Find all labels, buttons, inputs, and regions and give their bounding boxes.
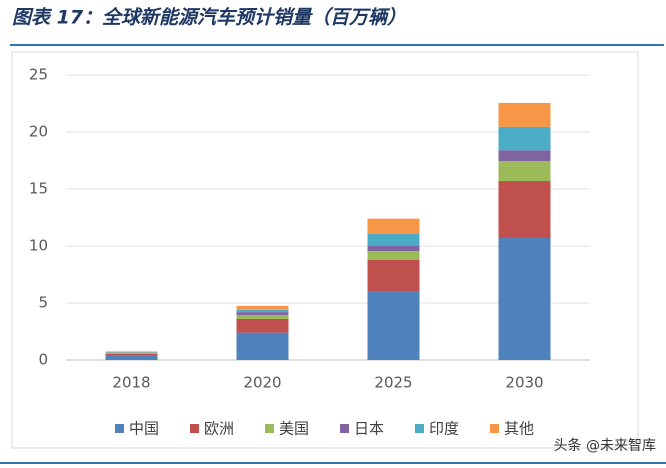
legend-swatch xyxy=(415,424,424,433)
legend-swatch xyxy=(115,424,124,433)
bar-segment xyxy=(498,102,551,127)
bar-segment xyxy=(367,218,420,235)
y-tick-label: 15 xyxy=(29,180,48,198)
legend-label: 其他 xyxy=(504,420,534,438)
x-tick-label: 2025 xyxy=(374,374,412,392)
legend-swatch xyxy=(190,424,199,433)
bar-segment xyxy=(498,161,551,182)
bar-segment xyxy=(498,126,551,151)
bar-segment xyxy=(236,309,289,313)
legend-swatch xyxy=(490,424,499,433)
chart-title: 图表 17：全球新能源汽车预计销量（百万辆） xyxy=(12,7,406,29)
x-tick-label: 2030 xyxy=(505,374,543,392)
legend-label: 日本 xyxy=(354,420,384,438)
bar-segment xyxy=(105,351,158,353)
legend-label: 中国 xyxy=(129,420,159,438)
x-tick-label: 2020 xyxy=(243,374,281,392)
y-tick-label: 20 xyxy=(29,123,48,141)
watermark: 头条 @未来智库 xyxy=(554,437,656,454)
bar-segment xyxy=(367,291,420,360)
bar-segment xyxy=(105,355,158,360)
y-tick-label: 0 xyxy=(38,351,48,369)
chart-frame xyxy=(11,51,639,449)
bar-segment xyxy=(236,332,289,360)
bar-segment xyxy=(498,238,551,360)
legend-swatch xyxy=(265,424,274,433)
bar-segment xyxy=(236,312,289,315)
legend-swatch xyxy=(340,424,349,433)
bar-segment xyxy=(498,150,551,162)
bar-segment xyxy=(367,259,420,292)
bar-segment xyxy=(236,318,289,333)
bar-segment xyxy=(105,352,158,354)
x-tick-label: 2018 xyxy=(112,374,150,392)
legend-label: 印度 xyxy=(429,420,459,438)
legend-label: 欧洲 xyxy=(204,420,234,438)
y-tick-label: 5 xyxy=(38,294,48,312)
bar-segment xyxy=(498,181,551,239)
y-tick-label: 10 xyxy=(29,237,48,255)
bar-segment xyxy=(367,246,420,252)
bar-segment xyxy=(367,251,420,260)
bar-segment xyxy=(105,353,158,356)
legend-label: 美国 xyxy=(279,420,309,438)
y-tick-label: 25 xyxy=(29,66,48,84)
bar-segment xyxy=(367,234,420,246)
bar-segment xyxy=(236,305,289,310)
bar-segment xyxy=(236,314,289,319)
